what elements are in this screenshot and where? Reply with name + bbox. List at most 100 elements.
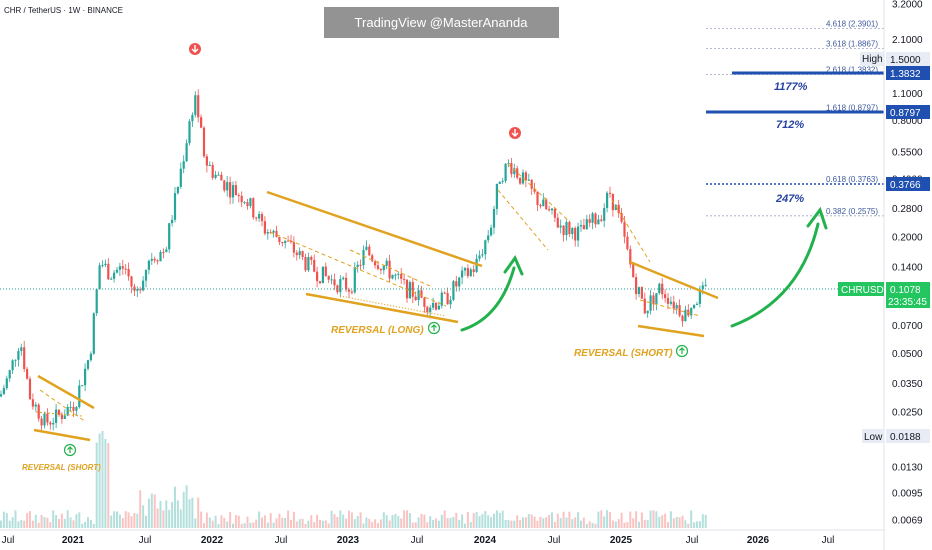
volume-bar — [617, 519, 620, 528]
time-axis[interactable]: Jul 2021 Jul 2022 Jul 2023 Jul 2024 Jul 2025 Jul 20… — [0, 529, 884, 546]
fib-label: 1.618 (0.8797) — [826, 104, 878, 113]
chart-background — [0, 0, 884, 550]
volume-bar — [669, 511, 672, 528]
price-axis[interactable]: 3.20002.10001.50001.10000.80000.55000.40… — [883, 0, 923, 550]
candle-body — [217, 174, 220, 176]
candle-body — [565, 221, 568, 236]
candle-body — [110, 278, 113, 280]
volume-bar — [379, 519, 382, 528]
volume-bar — [243, 523, 246, 528]
high-label: High — [860, 52, 884, 66]
candle-body — [545, 199, 548, 210]
volume-bar — [606, 510, 609, 528]
candle-body — [492, 208, 496, 228]
volume-bar — [87, 517, 89, 528]
volume-bar — [185, 485, 188, 528]
volume-bar — [327, 523, 330, 528]
volume-bar — [429, 516, 432, 528]
candle-body — [452, 281, 455, 300]
volume-bar — [533, 516, 536, 528]
svg-text:High: High — [862, 54, 883, 65]
volume-bar — [394, 514, 397, 528]
candle-body — [542, 199, 545, 207]
volume-bar — [124, 511, 127, 528]
volume-bar — [568, 511, 571, 528]
candle-body — [292, 242, 295, 253]
volume-bar — [63, 518, 66, 528]
volume-bar — [539, 516, 542, 528]
volume-bar — [92, 523, 95, 528]
wedge-2020 — [33, 374, 95, 442]
volume-bar — [432, 519, 435, 528]
volume-bar — [321, 520, 324, 528]
volume-bar — [55, 515, 58, 528]
volume-bar — [580, 520, 582, 528]
price-tick: 0.0500 — [892, 349, 923, 360]
candle-body — [701, 285, 704, 290]
volume-bar — [374, 519, 377, 528]
candle-body — [394, 274, 397, 276]
candle-body — [34, 404, 37, 407]
price-tick: 0.8000 — [892, 116, 923, 127]
volume-bar — [684, 520, 687, 528]
candle-body — [461, 270, 464, 278]
candle-body — [629, 249, 632, 265]
candle-body — [664, 294, 667, 299]
candle-body — [432, 302, 435, 308]
volume-bar — [223, 517, 226, 528]
time-tick: 2024 — [474, 535, 497, 546]
candle-body — [37, 404, 40, 419]
candle-body — [78, 385, 81, 408]
volume-bar — [165, 500, 168, 528]
volume-bar — [495, 510, 498, 528]
candle-body — [17, 350, 20, 360]
candle-body — [118, 266, 121, 270]
candle-body — [695, 303, 699, 305]
volume-bar — [226, 521, 229, 528]
price-tick: 0.5500 — [892, 148, 923, 159]
candle-body — [623, 221, 626, 237]
candle-body — [635, 277, 638, 295]
volume-bar — [8, 520, 11, 528]
volume-bar — [501, 510, 504, 528]
candle-body — [121, 266, 124, 269]
candle-body — [487, 235, 490, 241]
volume-bar — [516, 515, 519, 528]
volume-bar — [359, 512, 362, 528]
candle-body — [287, 240, 290, 242]
candle-body — [568, 221, 571, 235]
candle-body — [237, 195, 240, 197]
watermark: TradingView @MasterAnanda — [324, 7, 559, 38]
volume-bar — [635, 511, 638, 528]
volume-bar — [356, 516, 359, 528]
volume-bar — [176, 500, 179, 528]
volume-bar — [246, 516, 249, 528]
candle-body — [347, 289, 351, 292]
candle-body — [330, 279, 333, 281]
top-marker-1 — [189, 43, 201, 55]
candle-body — [579, 225, 583, 227]
candle-body — [301, 251, 304, 258]
wedge-2022-2023 — [266, 190, 483, 324]
candle-body — [28, 378, 32, 400]
candle-body — [414, 296, 417, 300]
volume-bar — [400, 518, 403, 528]
volume-bar — [229, 512, 232, 528]
candle-body — [150, 258, 153, 261]
volume-bar — [675, 516, 678, 528]
candle-body — [139, 289, 142, 291]
symbol-badge: CHRUSDT — [838, 282, 890, 296]
svg-text:23:35:45: 23:35:45 — [888, 297, 927, 308]
volume-bar — [507, 520, 510, 528]
candle-body — [107, 263, 110, 280]
volume-bar — [487, 515, 490, 528]
candle-body — [46, 413, 49, 423]
candle-body — [147, 260, 150, 270]
candle-body — [530, 179, 533, 189]
candle-body — [434, 302, 438, 310]
volume-bar — [211, 520, 214, 528]
candle-body — [426, 306, 429, 313]
volume-bar — [588, 521, 591, 528]
candle-body — [72, 406, 75, 411]
